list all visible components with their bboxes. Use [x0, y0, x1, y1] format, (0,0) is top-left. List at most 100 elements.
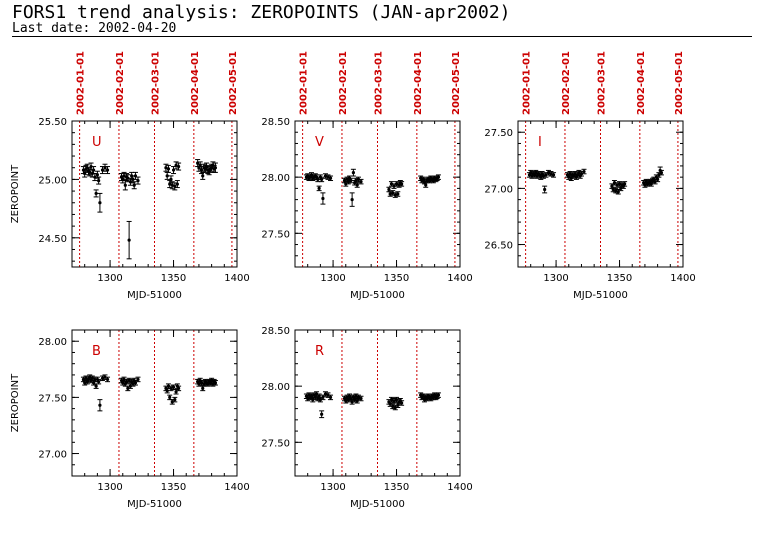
band-label: I [538, 135, 542, 150]
data-point [177, 386, 181, 390]
data-point [165, 389, 169, 393]
x-tick-label: 1300 [97, 273, 122, 284]
data-point [317, 186, 321, 190]
x-axis-label: MJD-51000 [350, 290, 405, 301]
chart-panel-u: 1300 1350 1400 24.50 25.00 25.50 MJD-51000 ZERO… [10, 51, 250, 301]
data-point [318, 398, 322, 402]
data-point [89, 164, 93, 169]
band-label: V [315, 135, 324, 150]
data-point [311, 398, 315, 402]
plot-frame [294, 329, 461, 477]
data-point [543, 187, 547, 192]
x-tick-label: 1400 [224, 273, 249, 284]
data-point [127, 238, 131, 242]
x-tick-label: 1300 [543, 273, 568, 284]
data-point [359, 180, 363, 184]
date-marker-label: 2002-01-01 [299, 51, 310, 115]
data-point [350, 400, 354, 404]
data-point [93, 377, 97, 382]
y-tick-label: 27.50 [484, 128, 513, 139]
chart-panel-v: 1300 1350 1400 27.50 28.00 28.50 MJD-51000 2002… [261, 51, 472, 301]
data-point [349, 178, 353, 183]
date-marker-label: 2002-05-01 [674, 51, 685, 115]
data-point [544, 173, 548, 177]
last-date-label: Last date: 2002-04-20 [12, 21, 177, 36]
date-marker-label: 2002-02-01 [115, 51, 126, 115]
data-point [94, 384, 98, 388]
data-point [350, 198, 354, 202]
x-axis-label: MJD-51000 [127, 290, 182, 301]
data-point [131, 177, 135, 181]
data-point [579, 172, 584, 176]
x-tick-label: 1300 [97, 482, 122, 493]
x-tick-label: 1300 [320, 482, 345, 493]
y-tick-label: 28.00 [261, 173, 290, 184]
plot-frame [71, 329, 238, 477]
y-tick-label: 24.50 [38, 234, 67, 245]
data-point [97, 380, 101, 384]
x-tick-label: 1350 [384, 482, 409, 493]
data-point [392, 184, 396, 188]
data-point [94, 191, 98, 196]
date-marker-label: 2002-03-01 [374, 51, 385, 115]
x-tick-label: 1350 [161, 273, 186, 284]
data-point [387, 187, 391, 192]
data-point [396, 192, 400, 196]
y-tick-label: 27.50 [38, 393, 67, 404]
data-point [436, 393, 441, 397]
data-point [164, 166, 168, 170]
data-point [177, 164, 181, 169]
x-tick-label: 1350 [161, 482, 186, 493]
plot-frame [71, 120, 238, 268]
y-tick-label: 25.00 [38, 175, 67, 186]
data-point [320, 412, 324, 416]
x-tick-label: 1400 [447, 273, 472, 284]
data-point [424, 183, 428, 187]
y-tick-label: 27.50 [261, 438, 290, 449]
data-point [316, 177, 320, 181]
data-point [355, 183, 359, 187]
data-point [400, 401, 404, 405]
data-point [136, 377, 140, 382]
data-point [391, 191, 395, 195]
date-marker-label: 2002-05-01 [228, 51, 239, 115]
data-point [656, 177, 660, 181]
data-point [123, 183, 127, 187]
date-marker-label: 2002-03-01 [597, 51, 608, 115]
chart-panel-i: 1300 1350 1400 26.50 27.00 27.50 MJD-51000 2002… [484, 51, 695, 301]
date-marker-label: 2002-03-01 [151, 51, 162, 115]
data-point [165, 174, 169, 178]
band-label: R [315, 344, 324, 359]
data-point [88, 170, 92, 174]
data-point [122, 174, 126, 178]
data-point [400, 182, 404, 186]
x-tick-label: 1350 [384, 273, 409, 284]
data-point [213, 166, 218, 170]
y-tick-label: 28.00 [38, 337, 67, 348]
data-point [328, 176, 333, 180]
data-point [328, 395, 333, 399]
date-marker-label: 2002-01-01 [522, 51, 533, 115]
y-tick-label: 27.50 [261, 229, 290, 240]
data-point [623, 182, 627, 186]
data-point [173, 398, 177, 402]
data-point [126, 176, 130, 180]
x-axis-label: MJD-51000 [573, 290, 628, 301]
x-tick-label: 1400 [670, 273, 695, 284]
date-marker-label: 2002-04-01 [413, 51, 424, 115]
data-point [612, 181, 617, 185]
data-point [436, 175, 441, 179]
data-point [356, 177, 361, 181]
date-marker-label: 2002-01-01 [76, 51, 87, 115]
data-point [168, 395, 172, 399]
data-point [321, 196, 325, 201]
data-point [171, 385, 176, 389]
y-tick-label: 28.00 [261, 382, 290, 393]
y-axis-label: ZEROPOINT [10, 373, 21, 432]
data-point [170, 183, 174, 187]
data-point [103, 375, 107, 379]
data-point [98, 403, 102, 407]
y-tick-label: 27.00 [484, 184, 513, 195]
data-point [174, 163, 178, 167]
band-label: B [92, 344, 101, 359]
